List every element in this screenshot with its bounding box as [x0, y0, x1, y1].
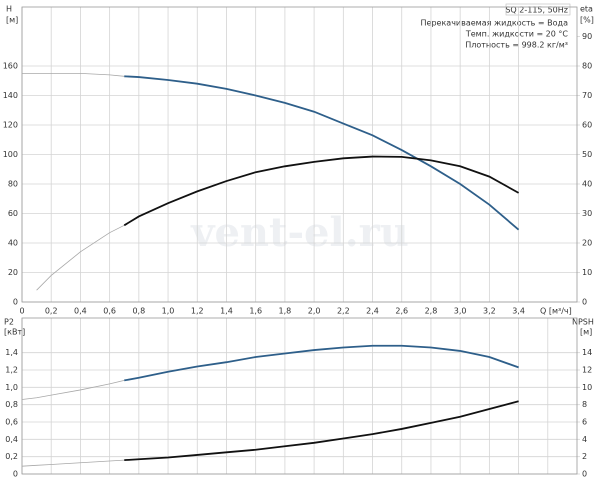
y2-tick-label: 0 [582, 470, 587, 479]
y-tick-label: 20 [8, 268, 18, 277]
x-tick-label: 3,2 [483, 307, 496, 316]
x-tick-label: 2,2 [337, 307, 350, 316]
y-tick-label: 60 [8, 209, 18, 218]
y-tick-label: 1,0 [5, 383, 18, 392]
y2-unit: [%] [580, 16, 594, 25]
x-tick-label: 2,4 [366, 307, 379, 316]
y-tick-label: 80 [8, 180, 18, 189]
x-tick-label: 1,4 [220, 307, 233, 316]
x-tick-label: 1,0 [162, 307, 175, 316]
y2-tick-label: 12 [582, 366, 592, 375]
y-tick-label: 100 [3, 150, 18, 159]
curve [21, 380, 125, 400]
y2-tick-label: 70 [582, 91, 592, 100]
temp-note: Темп. жидкости = 20 °C [465, 30, 569, 39]
y2-tick-label: 0 [582, 298, 587, 307]
x-tick-label: 0 [19, 307, 24, 316]
y2-tick-label: 2 [582, 452, 587, 461]
curve [22, 72, 125, 77]
model-label: SQ 2-115, 50Hz [505, 6, 568, 15]
x-tick-label: 2,8 [425, 307, 438, 316]
x-tick-label: 0,4 [74, 307, 87, 316]
y2-tick-label: 8 [582, 400, 587, 409]
y-unit: [м] [6, 16, 18, 25]
y-unit: [кВт] [4, 328, 25, 337]
fluid-note: Перекачиваемая жидкость = Вода [421, 19, 569, 28]
x-tick-label: 1,2 [191, 307, 204, 316]
y2-label: eta [580, 5, 593, 14]
curve [124, 400, 519, 462]
y2-tick-label: 50 [582, 150, 592, 159]
x-tick-label: 2,0 [308, 307, 321, 316]
y-tick-label: 0,6 [5, 418, 18, 427]
y2-tick-label: 30 [582, 209, 592, 218]
density-note: Плотность = 998.2 кг/м³ [465, 41, 568, 50]
y-tick-label: 140 [3, 91, 18, 100]
y-tick-label: 0,8 [5, 400, 18, 409]
y2-label: NPSH [572, 318, 594, 327]
curve [124, 75, 520, 231]
y-tick-label: 160 [3, 62, 18, 71]
curve [21, 459, 125, 467]
x-tick-label: 3,0 [454, 307, 467, 316]
x-tick-label: 2,6 [395, 307, 408, 316]
x-tick-label: 3,4 [512, 307, 525, 316]
y2-tick-label: 10 [582, 383, 592, 392]
y-tick-label: 120 [3, 121, 18, 130]
curve [123, 155, 520, 227]
y2-tick-label: 90 [582, 32, 592, 41]
y-tick-label: 0,4 [5, 435, 18, 444]
y2-tick-label: 14 [582, 348, 592, 357]
curve [124, 344, 519, 382]
y-tick-label: 0 [13, 298, 18, 307]
y2-tick-label: 10 [582, 268, 592, 277]
y-tick-label: 1,4 [5, 348, 18, 357]
y2-unit: [м] [580, 328, 592, 337]
plot-frame [21, 317, 578, 475]
x-tick-label: 1,6 [249, 307, 262, 316]
x-tick-label: 0,6 [103, 307, 116, 316]
x-tick-label: 0,2 [45, 307, 58, 316]
x-label: Q [м³/ч] [540, 307, 572, 316]
y-tick-label: 0,2 [5, 452, 18, 461]
x-tick-label: 0,8 [132, 307, 145, 316]
y2-tick-label: 40 [582, 180, 592, 189]
y2-tick-label: 20 [582, 239, 592, 248]
curve [36, 224, 125, 291]
y-label: H [6, 5, 12, 14]
y-tick-label: 40 [8, 239, 18, 248]
x-tick-label: 1,8 [279, 307, 292, 316]
watermark: vent-el.ru [190, 209, 409, 256]
plot-frame [21, 6, 578, 303]
model-box [505, 3, 571, 16]
y2-tick-label: 4 [582, 435, 587, 444]
y2-tick-label: 60 [582, 121, 592, 130]
y-tick-label: 1,2 [5, 366, 18, 375]
y2-tick-label: 6 [582, 418, 587, 427]
y-tick-label: 0 [13, 470, 18, 479]
y2-tick-label: 80 [582, 62, 592, 71]
y-label: P2 [4, 318, 14, 327]
